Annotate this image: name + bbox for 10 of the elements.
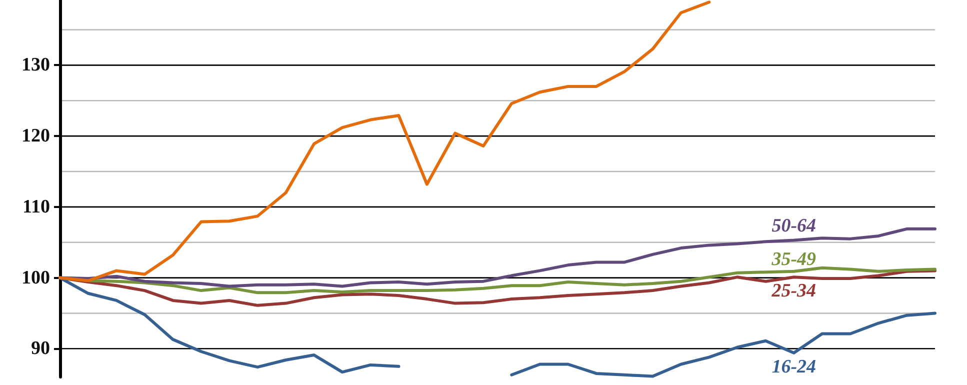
y-tick-label: 130 [22,54,50,76]
y-tick-label: 90 [31,338,50,360]
series-label: 35-49 [770,248,817,270]
y-tick-label: 100 [22,267,50,288]
y-tick-label: 110 [22,196,50,218]
series-label: 25-34 [770,280,816,302]
series-label: 50-64 [772,216,816,237]
line-series [58,0,711,282]
series-label: 16-24 [772,356,816,378]
y-tick-label: 120 [22,126,50,147]
